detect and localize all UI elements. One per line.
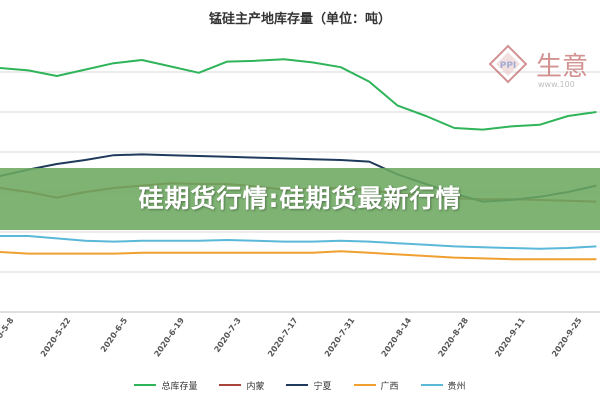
x-tick-label: 2020-6-5 xyxy=(99,316,130,354)
legend-label: 总库存量 xyxy=(161,381,198,392)
x-tick-label: 2020-9-25 xyxy=(550,316,584,359)
series-line-0 xyxy=(0,58,597,131)
watermark-logo-text: PPI xyxy=(500,61,517,71)
legend-swatch xyxy=(219,384,242,386)
legend-item: 总库存量 xyxy=(134,378,197,392)
banner-text: 硅期货行情:硅期货最新行情 xyxy=(138,184,462,213)
legend-label: 内蒙 xyxy=(246,381,265,392)
x-tick-label: 2020-5-22 xyxy=(39,316,73,359)
x-tick-label: 2020-5-8 xyxy=(0,316,16,354)
x-tick-label: 2020-9-11 xyxy=(493,316,527,359)
watermark-brand: 生意 xyxy=(536,52,589,82)
legend-swatch xyxy=(420,384,443,386)
chart-legend: 总库存量 内蒙 宁夏 广西 贵州 xyxy=(0,378,600,392)
x-tick-labels: 2020-5-8 2020-5-22 2020-6-5 2020-6-19 2020-7… xyxy=(0,316,584,359)
x-tick-label: 2020-6-19 xyxy=(153,316,187,359)
watermark-url: www.100 xyxy=(538,80,575,89)
legend-item: 内蒙 xyxy=(219,378,264,392)
legend-label: 广西 xyxy=(380,381,399,392)
legend-swatch xyxy=(286,384,309,386)
overlay-banner: 硅期货行情:硅期货最新行情 xyxy=(0,168,600,230)
legend-swatch xyxy=(353,384,376,386)
x-tick-label: 2020-7-17 xyxy=(266,316,300,359)
chart-title: 锰硅主产地库存量（单位：吨） xyxy=(208,12,391,27)
series-line-4 xyxy=(0,235,597,250)
x-tick-label: 2020-7-3 xyxy=(212,316,242,354)
watermark: PPI 生意 www.100 xyxy=(488,44,600,94)
legend-item: 贵州 xyxy=(420,378,466,392)
legend-label: 贵州 xyxy=(447,381,466,392)
legend-label: 宁夏 xyxy=(313,381,332,392)
watermark-logo-icon: PPI xyxy=(488,44,528,84)
legend-item: 广西 xyxy=(353,378,399,392)
x-tick-label: 2020-8-14 xyxy=(380,316,414,359)
x-tick-label: 2020-8-28 xyxy=(437,316,471,359)
series-line-3 xyxy=(0,250,597,261)
legend-swatch xyxy=(134,384,157,386)
legend-item: 宁夏 xyxy=(286,378,332,392)
x-tick-label: 2020-7-31 xyxy=(323,316,357,359)
